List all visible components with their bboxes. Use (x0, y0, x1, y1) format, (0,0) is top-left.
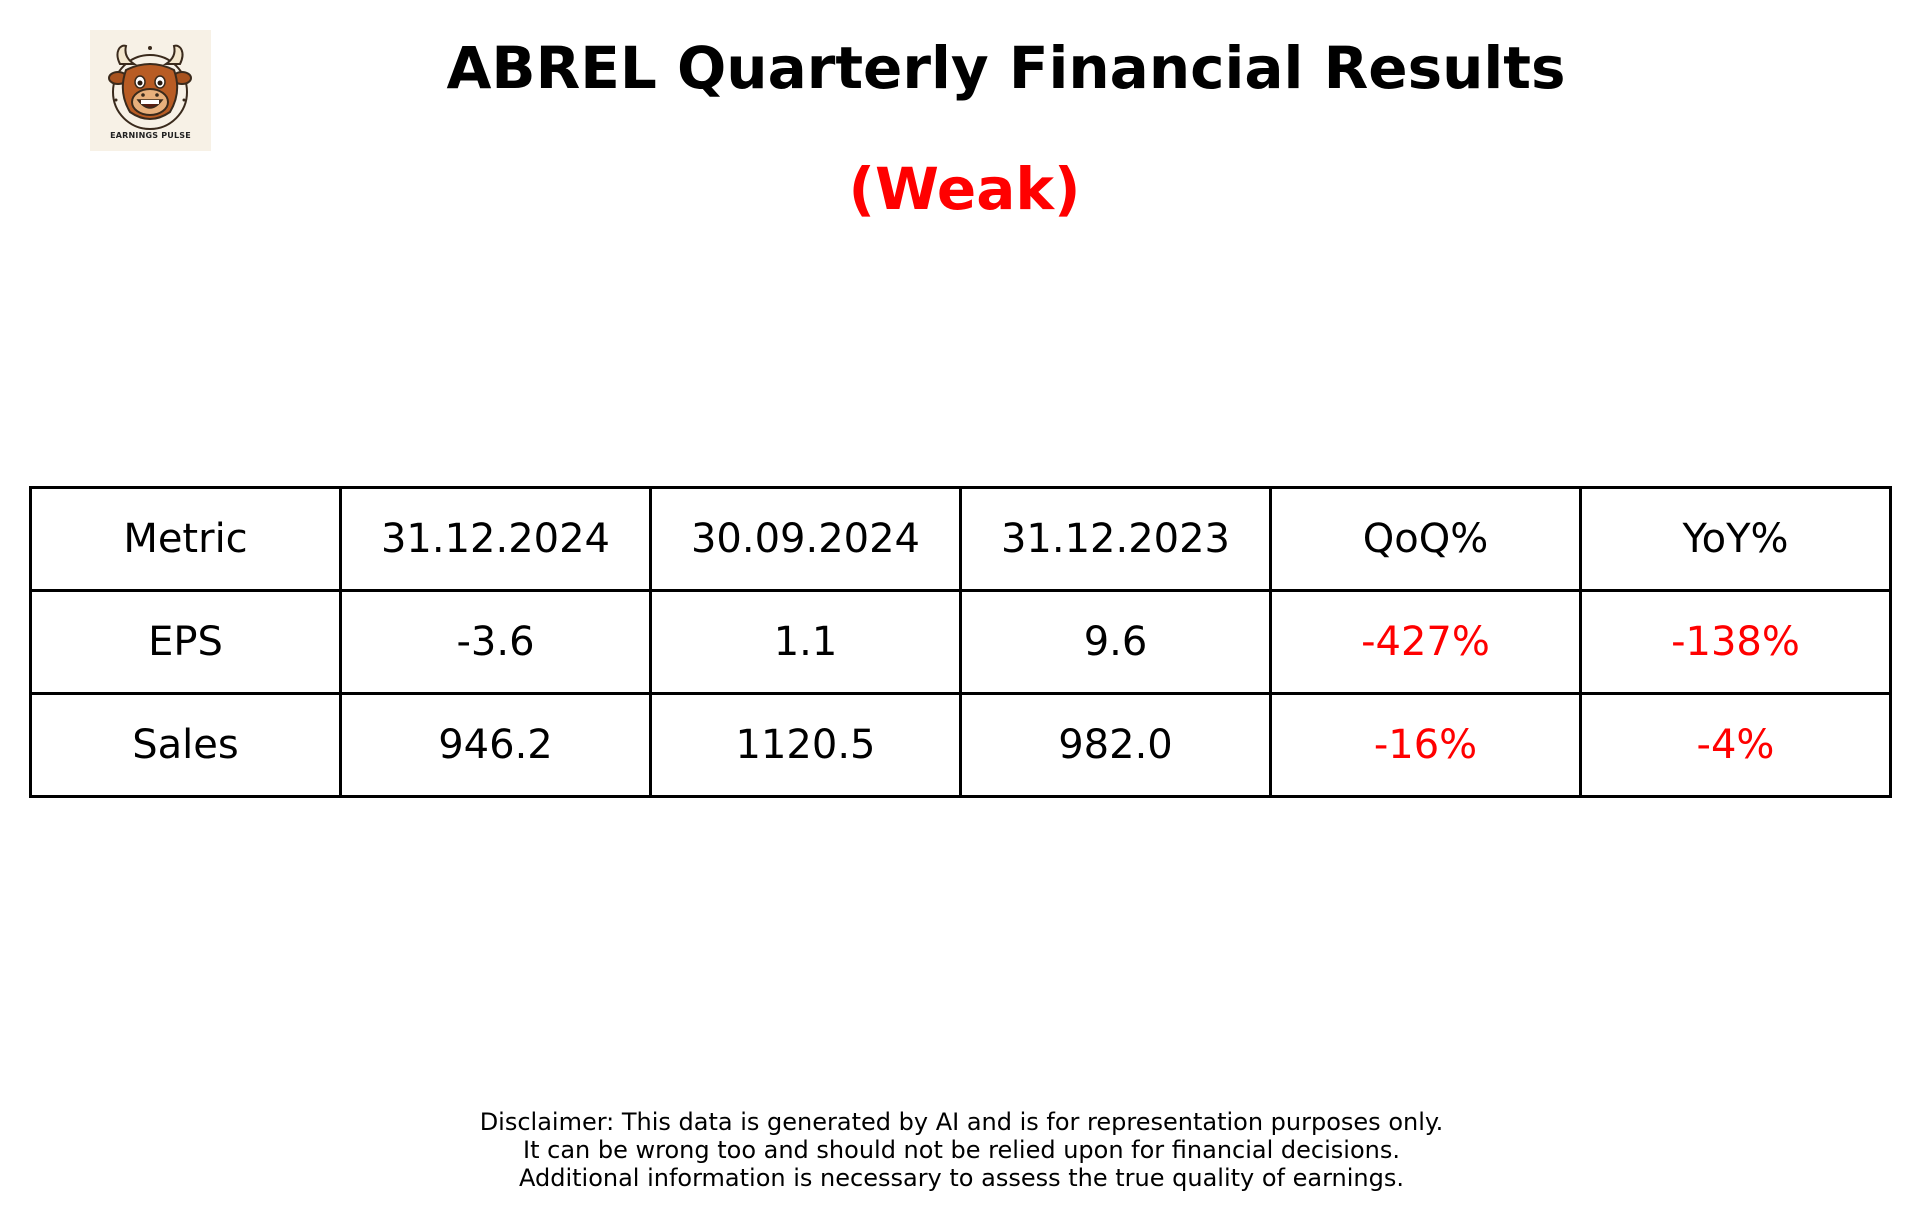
verdict-label: (Weak) (848, 155, 1081, 223)
table-row: EPS -3.6 1.1 9.6 -427% -138% (29, 589, 1892, 695)
value-cell: 9.6 (959, 589, 1272, 695)
results-table: Metric 31.12.2024 30.09.2024 31.12.2023 … (29, 486, 1892, 798)
value-cell: 982.0 (959, 692, 1272, 798)
value-cell: 1.1 (649, 589, 962, 695)
earnings-pulse-logo: EARNINGS PULSE (90, 30, 211, 151)
value-cell: -3.6 (339, 589, 652, 695)
header-cell: 31.12.2024 (339, 486, 652, 592)
value-cell: 946.2 (339, 692, 652, 798)
table-header-row: Metric 31.12.2024 30.09.2024 31.12.2023 … (29, 486, 1892, 592)
bull-mascot-icon (108, 44, 192, 130)
value-cell: 1120.5 (649, 692, 962, 798)
header-cell: YoY% (1579, 486, 1892, 592)
qoq-cell: -427% (1269, 589, 1582, 695)
header-cell: 30.09.2024 (649, 486, 962, 592)
yoy-cell: -138% (1579, 589, 1892, 695)
header-cell: Metric (29, 486, 342, 592)
yoy-cell: -4% (1579, 692, 1892, 798)
qoq-cell: -16% (1269, 692, 1582, 798)
metric-cell: EPS (29, 589, 342, 695)
logo-text: EARNINGS PULSE (110, 131, 191, 140)
table-row: Sales 946.2 1120.5 982.0 -16% -4% (29, 692, 1892, 798)
disclaimer-line: Additional information is necessary to a… (518, 1164, 1404, 1192)
disclaimer-line: Disclaimer: This data is generated by AI… (479, 1108, 1444, 1136)
header-cell: QoQ% (1269, 486, 1582, 592)
metric-cell: Sales (29, 692, 342, 798)
disclaimer-line: It can be wrong too and should not be re… (523, 1136, 1400, 1164)
disclaimer: Disclaimer: This data is generated by AI… (0, 1108, 1919, 1192)
header-cell: 31.12.2023 (959, 486, 1272, 592)
page-title: ABREL Quarterly Financial Results (446, 34, 1566, 102)
